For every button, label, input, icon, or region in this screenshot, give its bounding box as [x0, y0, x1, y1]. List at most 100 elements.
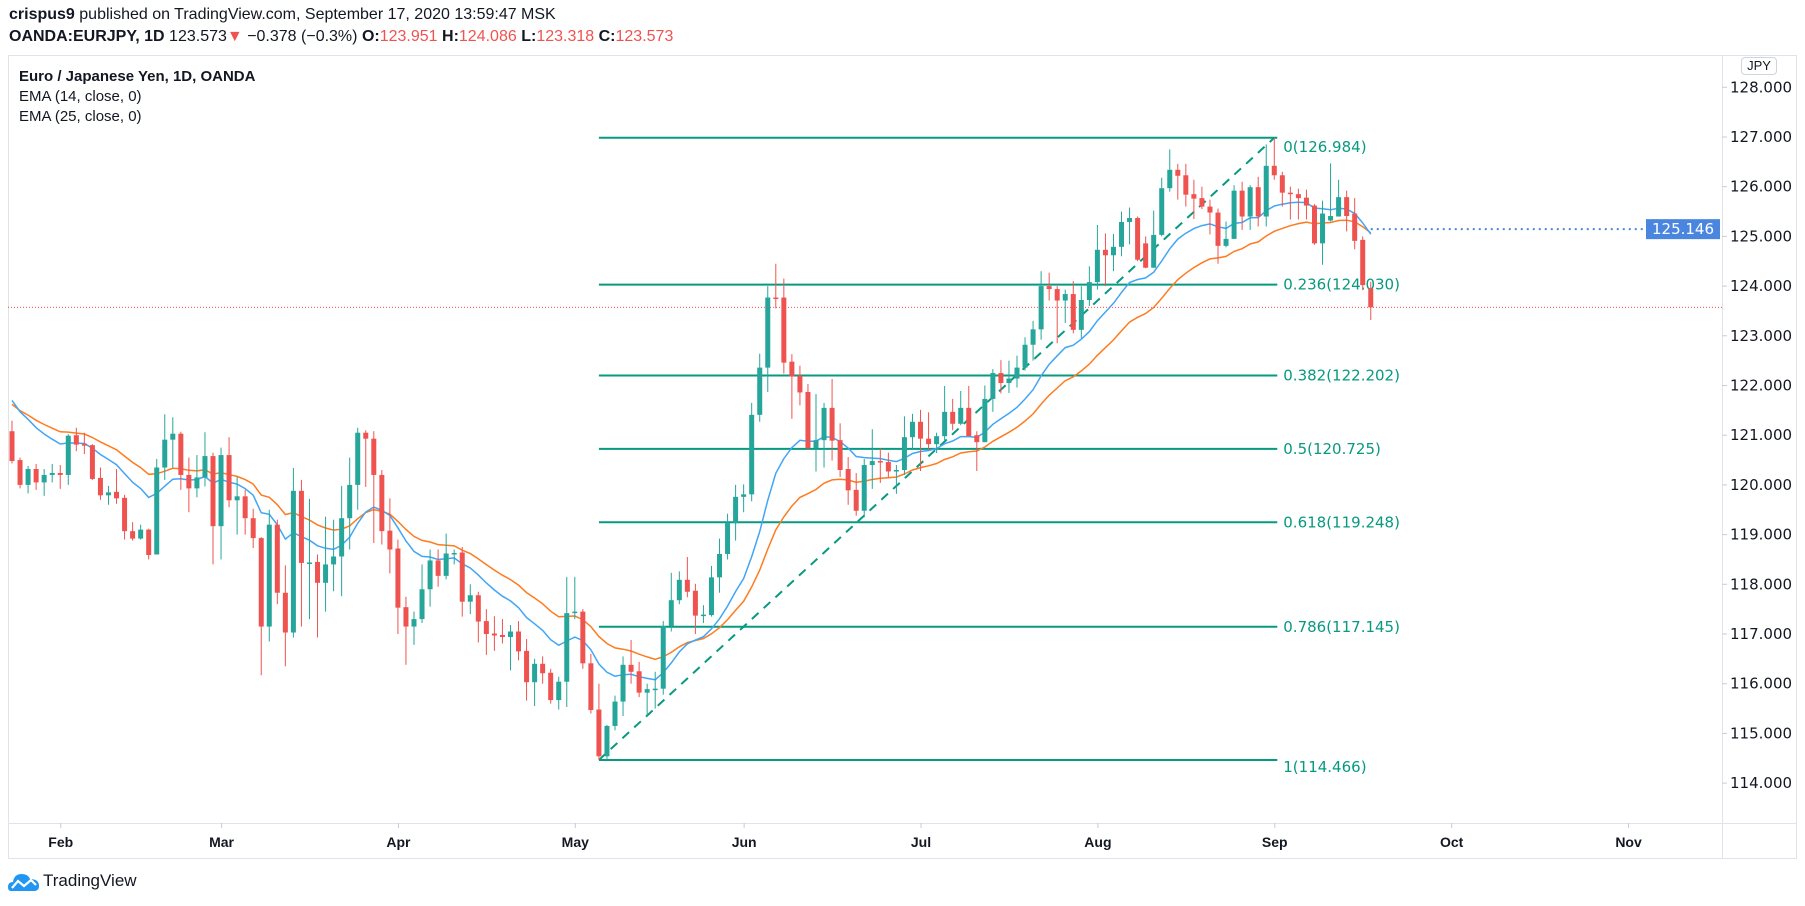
author-name[interactable]: crispus9	[9, 6, 75, 23]
currency-button[interactable]: JPY	[1741, 57, 1777, 75]
candle-body	[427, 560, 433, 590]
candle	[861, 459, 867, 518]
price-tick-label: 123.000	[1730, 327, 1792, 345]
publish-info: crispus9 published on TradingView.com, S…	[9, 6, 556, 24]
candle-body	[1360, 239, 1366, 286]
candle	[403, 596, 409, 665]
candle-body	[998, 373, 1004, 384]
candle	[266, 509, 272, 642]
candle	[909, 413, 915, 451]
legend-ema14[interactable]: EMA (14, close, 0)	[19, 88, 142, 105]
candle-body	[178, 433, 184, 475]
candle-body	[942, 411, 948, 437]
high-label: H:	[442, 28, 459, 45]
candle-body	[644, 689, 650, 693]
candle	[395, 539, 401, 634]
candle-body	[765, 297, 771, 368]
candle	[138, 524, 144, 540]
candle-body	[306, 562, 312, 564]
candle-body	[532, 663, 538, 683]
price-tick-label: 126.000	[1730, 178, 1792, 196]
candle-body	[1006, 378, 1012, 384]
candle-body	[1231, 190, 1237, 239]
time-tick-label: Nov	[1615, 834, 1642, 850]
candle-body	[499, 634, 505, 637]
candle	[548, 668, 554, 704]
candle-body	[355, 432, 361, 485]
symbol-info: OANDA:EURJPY, 1D 123.573▼ −0.378 (−0.3%)…	[9, 28, 673, 46]
candle-body	[483, 621, 489, 634]
candle-body	[893, 469, 899, 472]
candle-body	[1303, 197, 1309, 206]
candle	[65, 434, 71, 485]
candle	[1143, 236, 1149, 269]
time-tick-label: Aug	[1084, 834, 1111, 850]
candle-body	[122, 497, 128, 532]
close-value: 123.573	[615, 28, 674, 45]
candle	[1263, 144, 1269, 227]
candle	[1191, 179, 1197, 220]
candle-body	[315, 561, 321, 583]
candle	[73, 427, 79, 452]
candle-body	[234, 496, 240, 501]
price-tick-label: 128.000	[1730, 78, 1792, 96]
candle-body	[757, 367, 763, 415]
candle	[934, 432, 940, 454]
candle	[1062, 289, 1068, 323]
candle	[741, 484, 747, 513]
candle	[950, 398, 956, 431]
candle-body	[1215, 212, 1221, 246]
candle-body	[451, 552, 457, 555]
candle-body	[41, 474, 47, 483]
tradingview-cloud-icon	[8, 874, 39, 891]
candle	[218, 447, 224, 560]
price-axis[interactable]: 114.000 115.000 116.000 117.000 118.000 119.0…	[1646, 78, 1792, 792]
fib-level-label: 0.236(124.030)	[1283, 276, 1400, 294]
candle-body	[491, 633, 497, 636]
fib-level-label: 0.5(120.725)	[1283, 440, 1381, 458]
legend-ema25[interactable]: EMA (25, close, 0)	[19, 108, 142, 125]
candle-body	[1143, 243, 1149, 268]
candle-body	[620, 664, 626, 702]
time-axis[interactable]: Feb Mar Apr May Jun Jul Aug Sep Oct Nov	[48, 823, 1642, 850]
candle	[483, 609, 489, 655]
candle	[186, 457, 192, 513]
candle	[1127, 207, 1133, 245]
candle	[387, 498, 393, 574]
candle-body	[1295, 194, 1301, 199]
candle-body	[459, 552, 465, 602]
candle-body	[1119, 221, 1125, 247]
low-label: L:	[521, 28, 537, 45]
candle-body	[1207, 206, 1213, 213]
ema14-value-label: 125.146	[1652, 220, 1714, 238]
candle	[668, 572, 674, 632]
candle	[210, 452, 216, 565]
candle	[242, 489, 248, 535]
candle	[692, 583, 698, 634]
candle-body	[918, 421, 924, 439]
candle-body	[572, 611, 578, 614]
candle-body	[138, 529, 144, 539]
candle-body	[363, 432, 369, 439]
candle	[1119, 211, 1125, 257]
candle	[1014, 355, 1020, 388]
price-tick-label: 127.000	[1730, 128, 1792, 146]
price-tick-label: 118.000	[1730, 575, 1792, 593]
candle-body	[733, 496, 739, 524]
candle	[274, 519, 280, 605]
candle	[604, 724, 610, 760]
candle	[829, 379, 835, 461]
fib-retracement[interactable]: 0(126.984) 0.236(124.030) 0.382(122.202) 0.…	[598, 136, 1400, 776]
candle-body	[1167, 169, 1173, 189]
candle	[1159, 177, 1165, 237]
candle	[162, 414, 168, 480]
price-tick-label: 125.000	[1730, 227, 1792, 245]
candle	[1231, 185, 1237, 239]
candle	[371, 431, 377, 544]
candle	[556, 676, 562, 710]
tradingview-logo[interactable]: TradingView	[8, 870, 137, 892]
candle	[81, 432, 87, 455]
candle-body	[218, 455, 224, 527]
candle-body	[298, 490, 304, 563]
